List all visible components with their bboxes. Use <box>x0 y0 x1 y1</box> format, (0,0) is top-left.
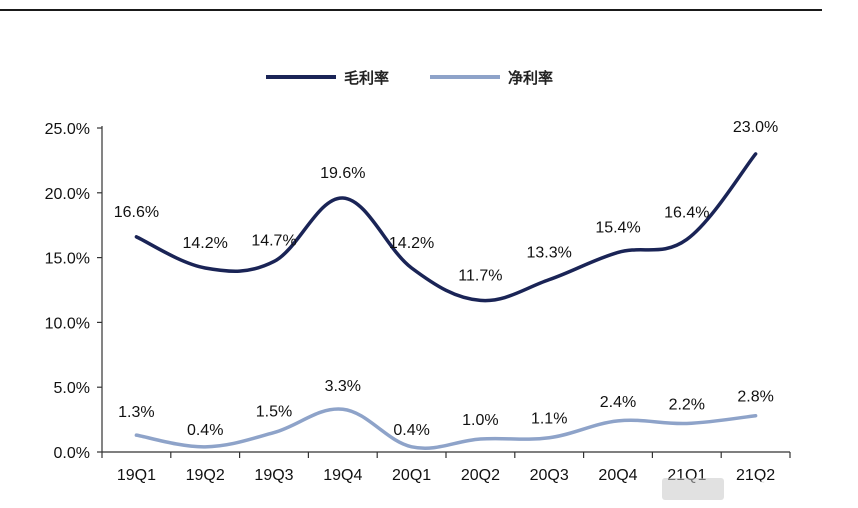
x-tick-label: 20Q1 <box>392 467 431 484</box>
data-label: 14.7% <box>251 232 296 249</box>
data-label: 16.6% <box>114 204 159 221</box>
data-label: 15.4% <box>595 219 640 236</box>
y-tick-label: 20.0% <box>45 186 90 203</box>
data-label: 1.5% <box>256 404 292 421</box>
data-label: 23.0% <box>733 119 778 136</box>
legend-label: 净利率 <box>508 69 553 87</box>
watermark-logo <box>662 478 724 500</box>
legend: 毛利率 净利率 <box>266 69 553 87</box>
y-tick-label: 15.0% <box>45 251 90 268</box>
y-axis: 0.0% 5.0% 10.0% 15.0% 20.0% 25.0% <box>45 121 103 462</box>
data-label: 2.8% <box>737 389 773 406</box>
data-label: 16.4% <box>664 204 709 221</box>
y-tick-label: 25.0% <box>45 121 90 138</box>
x-tick-label: 19Q3 <box>254 467 293 484</box>
y-tick-label: 5.0% <box>54 380 90 397</box>
series-line-net-margin <box>134 407 758 450</box>
x-tick-label: 19Q2 <box>186 467 225 484</box>
data-label: 2.2% <box>669 396 705 413</box>
x-axis: 19Q1 19Q2 19Q3 19Q4 20Q1 20Q2 20Q3 20Q4 21Q1 21Q2 <box>101 451 791 484</box>
series-line-gross-margin <box>134 152 758 303</box>
data-label: 11.7% <box>458 267 502 284</box>
y-tick-label: 10.0% <box>45 315 90 332</box>
data-label: 14.2% <box>183 235 228 252</box>
x-tick-label: 19Q4 <box>323 467 362 484</box>
data-label: 13.3% <box>527 245 572 262</box>
data-label: 0.4% <box>393 422 429 439</box>
data-label: 1.1% <box>531 411 567 428</box>
data-label: 1.3% <box>118 404 154 421</box>
data-label: 19.6% <box>320 165 365 182</box>
x-tick-label: 21Q2 <box>736 467 775 484</box>
series-lines <box>134 152 758 450</box>
data-label: 14.2% <box>389 235 434 252</box>
data-label: 3.3% <box>325 378 361 395</box>
data-label: 2.4% <box>600 394 636 411</box>
y-tick-label: 0.0% <box>54 445 90 462</box>
legend-label: 毛利率 <box>344 69 389 87</box>
x-tick-label: 19Q1 <box>117 467 156 484</box>
data-labels: 16.6% 14.2% 14.7% 19.6% 14.2% 11.7% 13.3% 15.4%… <box>114 119 779 439</box>
x-tick-label: 20Q4 <box>598 467 637 484</box>
x-tick-label: 20Q2 <box>461 467 500 484</box>
data-label: 1.0% <box>462 412 498 429</box>
data-label: 0.4% <box>187 422 223 439</box>
watermark-text: @星空财富 <box>738 480 823 500</box>
x-tick-label: 20Q3 <box>530 467 569 484</box>
watermark: @星空财富 <box>662 478 823 500</box>
